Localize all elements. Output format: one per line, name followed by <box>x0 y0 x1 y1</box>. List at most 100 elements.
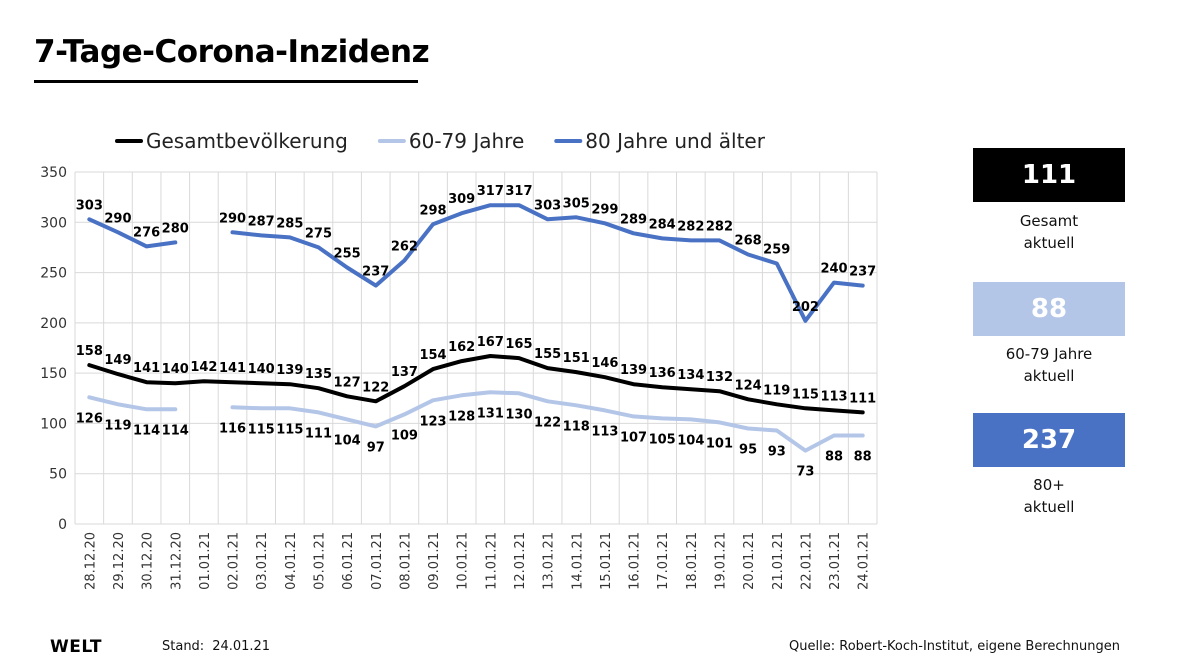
data-label: 127 <box>334 375 361 390</box>
data-label: 95 <box>739 442 757 457</box>
legend-label: 60-79 Jahre <box>409 129 524 153</box>
data-label: 155 <box>534 347 561 362</box>
x-tick-label: 07.01.21 <box>370 532 385 590</box>
x-tick-label: 08.01.21 <box>398 532 413 590</box>
tile-60-79-caption: 60-79 Jahre aktuell <box>973 343 1125 387</box>
data-label: 104 <box>677 433 704 448</box>
y-tick-label: 300 <box>40 215 67 231</box>
data-label: 116 <box>219 421 246 436</box>
data-label: 114 <box>162 423 189 438</box>
data-label: 303 <box>76 198 103 213</box>
data-label: 134 <box>677 368 704 383</box>
tile-80plus: 237 <box>973 413 1125 467</box>
x-tick-label: 06.01.21 <box>341 532 356 590</box>
y-tick-label: 250 <box>40 266 67 282</box>
data-label: 140 <box>248 362 275 377</box>
x-tick-label: 24.01.21 <box>857 532 872 590</box>
data-label: 146 <box>591 356 618 371</box>
tile-60-79: 88 <box>973 282 1125 336</box>
data-label: 111 <box>849 391 876 406</box>
y-tick-label: 100 <box>40 416 67 432</box>
x-tick-label: 15.01.21 <box>599 532 614 590</box>
legend-label: Gesamtbevölkerung <box>146 129 348 153</box>
data-label: 287 <box>248 214 275 229</box>
tile-gesamt-caption-line2: aktuell <box>1023 234 1075 252</box>
data-label: 202 <box>792 300 819 315</box>
x-tick-label: 17.01.21 <box>656 532 671 590</box>
chart-title: 7-Tage-Corona-Inzidenz <box>34 34 430 70</box>
data-label: 113 <box>591 424 618 439</box>
x-tick-label: 23.01.21 <box>828 532 843 590</box>
x-tick-label: 22.01.21 <box>799 532 814 590</box>
data-label: 309 <box>448 192 475 207</box>
data-label: 97 <box>367 440 385 455</box>
x-tick-label: 09.01.21 <box>427 532 442 590</box>
data-label: 122 <box>362 380 389 395</box>
x-tick-label: 31.12.20 <box>169 532 184 590</box>
data-label: 114 <box>133 423 160 438</box>
data-label: 280 <box>162 221 189 236</box>
data-label: 285 <box>276 216 303 231</box>
data-label: 141 <box>219 361 246 376</box>
data-label: 137 <box>391 365 418 380</box>
data-label: 131 <box>477 406 504 421</box>
tile-gesamt-caption-line1: Gesamt <box>1019 212 1079 230</box>
legend-label: 80 Jahre und älter <box>585 129 765 153</box>
data-label: 255 <box>334 247 361 262</box>
data-label: 115 <box>248 422 275 437</box>
x-tick-label: 05.01.21 <box>312 532 327 590</box>
data-label: 298 <box>419 203 446 218</box>
x-tick-label: 28.12.20 <box>83 532 98 590</box>
data-label: 119 <box>104 418 131 433</box>
data-label: 276 <box>133 225 160 240</box>
data-label: 237 <box>849 265 876 280</box>
y-tick-label: 350 <box>40 165 67 181</box>
data-label: 282 <box>706 219 733 234</box>
series-line <box>87 203 865 323</box>
data-label: 124 <box>735 378 762 393</box>
data-label: 259 <box>763 243 790 258</box>
y-tick-label: 200 <box>40 316 67 332</box>
data-label: 162 <box>448 340 475 355</box>
data-label: 299 <box>591 202 618 217</box>
x-tick-label: 04.01.21 <box>284 532 299 590</box>
data-label: 142 <box>190 360 217 375</box>
data-label: 88 <box>825 449 843 464</box>
data-label: 139 <box>620 363 647 378</box>
y-tick-label: 0 <box>58 517 67 533</box>
tile-gesamt-value: 111 <box>1021 160 1077 190</box>
x-tick-label: 01.01.21 <box>198 532 213 590</box>
tile-60-79-caption-line2: aktuell <box>1023 367 1075 385</box>
tile-80plus-value: 237 <box>1021 425 1077 455</box>
x-tick-label: 14.01.21 <box>570 532 585 590</box>
x-tick-label: 29.12.20 <box>112 532 127 590</box>
data-label: 107 <box>620 430 647 445</box>
tile-80plus-caption-line1: 80+ <box>1033 476 1065 494</box>
tile-80plus-caption-line2: aktuell <box>1023 498 1075 516</box>
data-label: 290 <box>104 211 131 226</box>
data-label: 128 <box>448 409 475 424</box>
welt-logo: WELT <box>50 637 102 657</box>
x-tick-label: 18.01.21 <box>685 532 700 590</box>
data-label: 111 <box>305 426 332 441</box>
series-line <box>87 390 865 453</box>
tile-60-79-value: 88 <box>1030 294 1068 324</box>
data-label: 105 <box>649 432 676 447</box>
data-label: 119 <box>763 383 790 398</box>
data-label: 317 <box>477 184 504 199</box>
x-tick-label: 03.01.21 <box>255 532 270 590</box>
data-label: 317 <box>505 184 532 199</box>
y-tick-label: 150 <box>40 366 67 382</box>
data-label: 165 <box>505 337 532 352</box>
x-tick-label: 21.01.21 <box>771 532 786 590</box>
x-tick-label: 10.01.21 <box>456 532 471 590</box>
data-label: 167 <box>477 335 504 350</box>
data-label: 113 <box>820 389 847 404</box>
data-label: 268 <box>735 233 762 248</box>
data-label: 305 <box>563 196 590 211</box>
data-label: 158 <box>76 344 103 359</box>
x-tick-label: 16.01.21 <box>628 532 643 590</box>
data-label: 262 <box>391 240 418 255</box>
data-label: 284 <box>649 217 676 232</box>
